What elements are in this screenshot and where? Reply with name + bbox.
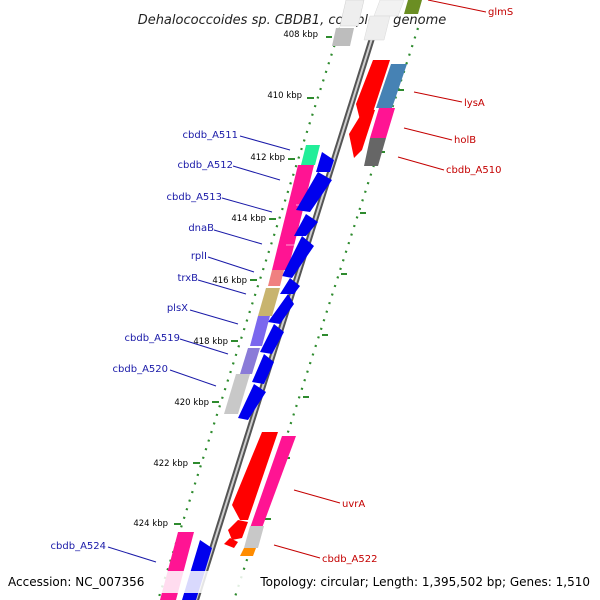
gene-block-steel xyxy=(376,64,407,108)
minus-strand-genes xyxy=(224,0,422,556)
gene-block-holb xyxy=(370,108,395,138)
gene-block-cbdb-a522 xyxy=(244,526,264,548)
label-glms[interactable]: glmS xyxy=(488,7,513,18)
label-cbdb-a510[interactable]: cbdb_A510 xyxy=(446,165,501,176)
gene-arrow-trxb xyxy=(268,294,294,324)
ruler-label-422: 422 kbp xyxy=(153,459,188,469)
ruler-label-410: 410 kbp xyxy=(267,91,302,101)
label-lysa[interactable]: lysA xyxy=(464,98,485,109)
label-cbdb-a519[interactable]: cbdb_A519 xyxy=(125,333,180,344)
gene-block-pink-column xyxy=(272,165,314,270)
gene-block-gray xyxy=(332,28,354,46)
label-cbdb-a513[interactable]: cbdb_A513 xyxy=(167,192,222,203)
gene-block-cbdb-a519 xyxy=(240,348,260,374)
footer-bar: Accession: NC_007356 Topology: circular;… xyxy=(0,571,600,593)
gene-block-glms-1 xyxy=(373,0,405,17)
gene-arrow-a512 xyxy=(296,172,332,212)
label-holb[interactable]: holB xyxy=(454,135,476,146)
gene-block-orange xyxy=(240,548,256,556)
gene-arrow-a511 xyxy=(316,152,334,172)
accession-text: Accession: NC_007356 xyxy=(8,575,144,589)
label-cbdb-a522[interactable]: cbdb_A522 xyxy=(322,554,377,565)
gene-arrow-red-small xyxy=(228,520,248,540)
gene-block-rpli xyxy=(268,270,284,286)
gene-block-glms-2 xyxy=(404,0,422,14)
gene-arrow-plsx xyxy=(260,324,284,354)
label-uvra[interactable]: uvrA xyxy=(342,499,365,510)
gene-block-upper xyxy=(339,0,365,27)
label-trxb[interactable]: trxB xyxy=(177,273,198,284)
gene-block-pink-lower xyxy=(250,436,296,528)
gene-arrow-red-2 xyxy=(349,108,375,158)
ruler-label-416: 416 kbp xyxy=(212,276,247,286)
ruler-label-424: 424 kbp xyxy=(133,519,168,529)
gene-block-cbdb-a510 xyxy=(364,138,386,166)
label-rpli[interactable]: rplI xyxy=(191,251,207,262)
gene-arrow-a519 xyxy=(252,354,274,384)
gene-block-cbdb-a511 xyxy=(301,145,320,165)
label-plsx[interactable]: plsX xyxy=(167,303,188,314)
topology-text: Topology: circular; Length: 1,395,502 bp… xyxy=(259,575,590,589)
left-gene-labels: cbdb_A511 cbdb_A512 cbdb_A513 dnaB rplI … xyxy=(51,130,291,563)
gene-arrow-uvra xyxy=(232,432,278,520)
label-cbdb-a520[interactable]: cbdb_A520 xyxy=(113,364,168,375)
gene-arrow-dnab xyxy=(282,236,314,278)
map-title: Dehalococcoides sp. CBDB1, complete geno… xyxy=(138,13,447,28)
gene-block-trxb xyxy=(258,288,280,316)
gene-block-upper-2 xyxy=(363,15,391,41)
gene-arrow-rpli xyxy=(280,278,300,294)
right-gene-labels: glmS lysA holB cbdb_A510 uvrA cbdb_A522 xyxy=(273,0,513,565)
label-cbdb-a524[interactable]: cbdb_A524 xyxy=(51,541,106,552)
label-cbdb-a512[interactable]: cbdb_A512 xyxy=(178,160,233,171)
ruler-label-414: 414 kbp xyxy=(231,214,266,224)
gene-arrow-tiny xyxy=(224,538,238,548)
ruler-label-418: 418 kbp xyxy=(193,337,228,347)
ruler-label-408: 408 kbp xyxy=(283,30,318,40)
gene-arrow-a513 xyxy=(294,214,318,236)
gene-block-cbdb-a520 xyxy=(224,374,250,414)
gene-arrow-a520 xyxy=(238,384,266,420)
ruler-label-412: 412 kbp xyxy=(250,153,285,163)
kbp-ruler: 408 kbp 410 kbp 412 kbp 414 kbp 416 kbp … xyxy=(133,30,404,529)
ruler-label-420: 420 kbp xyxy=(174,398,209,408)
gene-block-plsx xyxy=(250,316,270,346)
label-cbdb-a511[interactable]: cbdb_A511 xyxy=(183,130,238,141)
label-dnab[interactable]: dnaB xyxy=(188,223,214,234)
